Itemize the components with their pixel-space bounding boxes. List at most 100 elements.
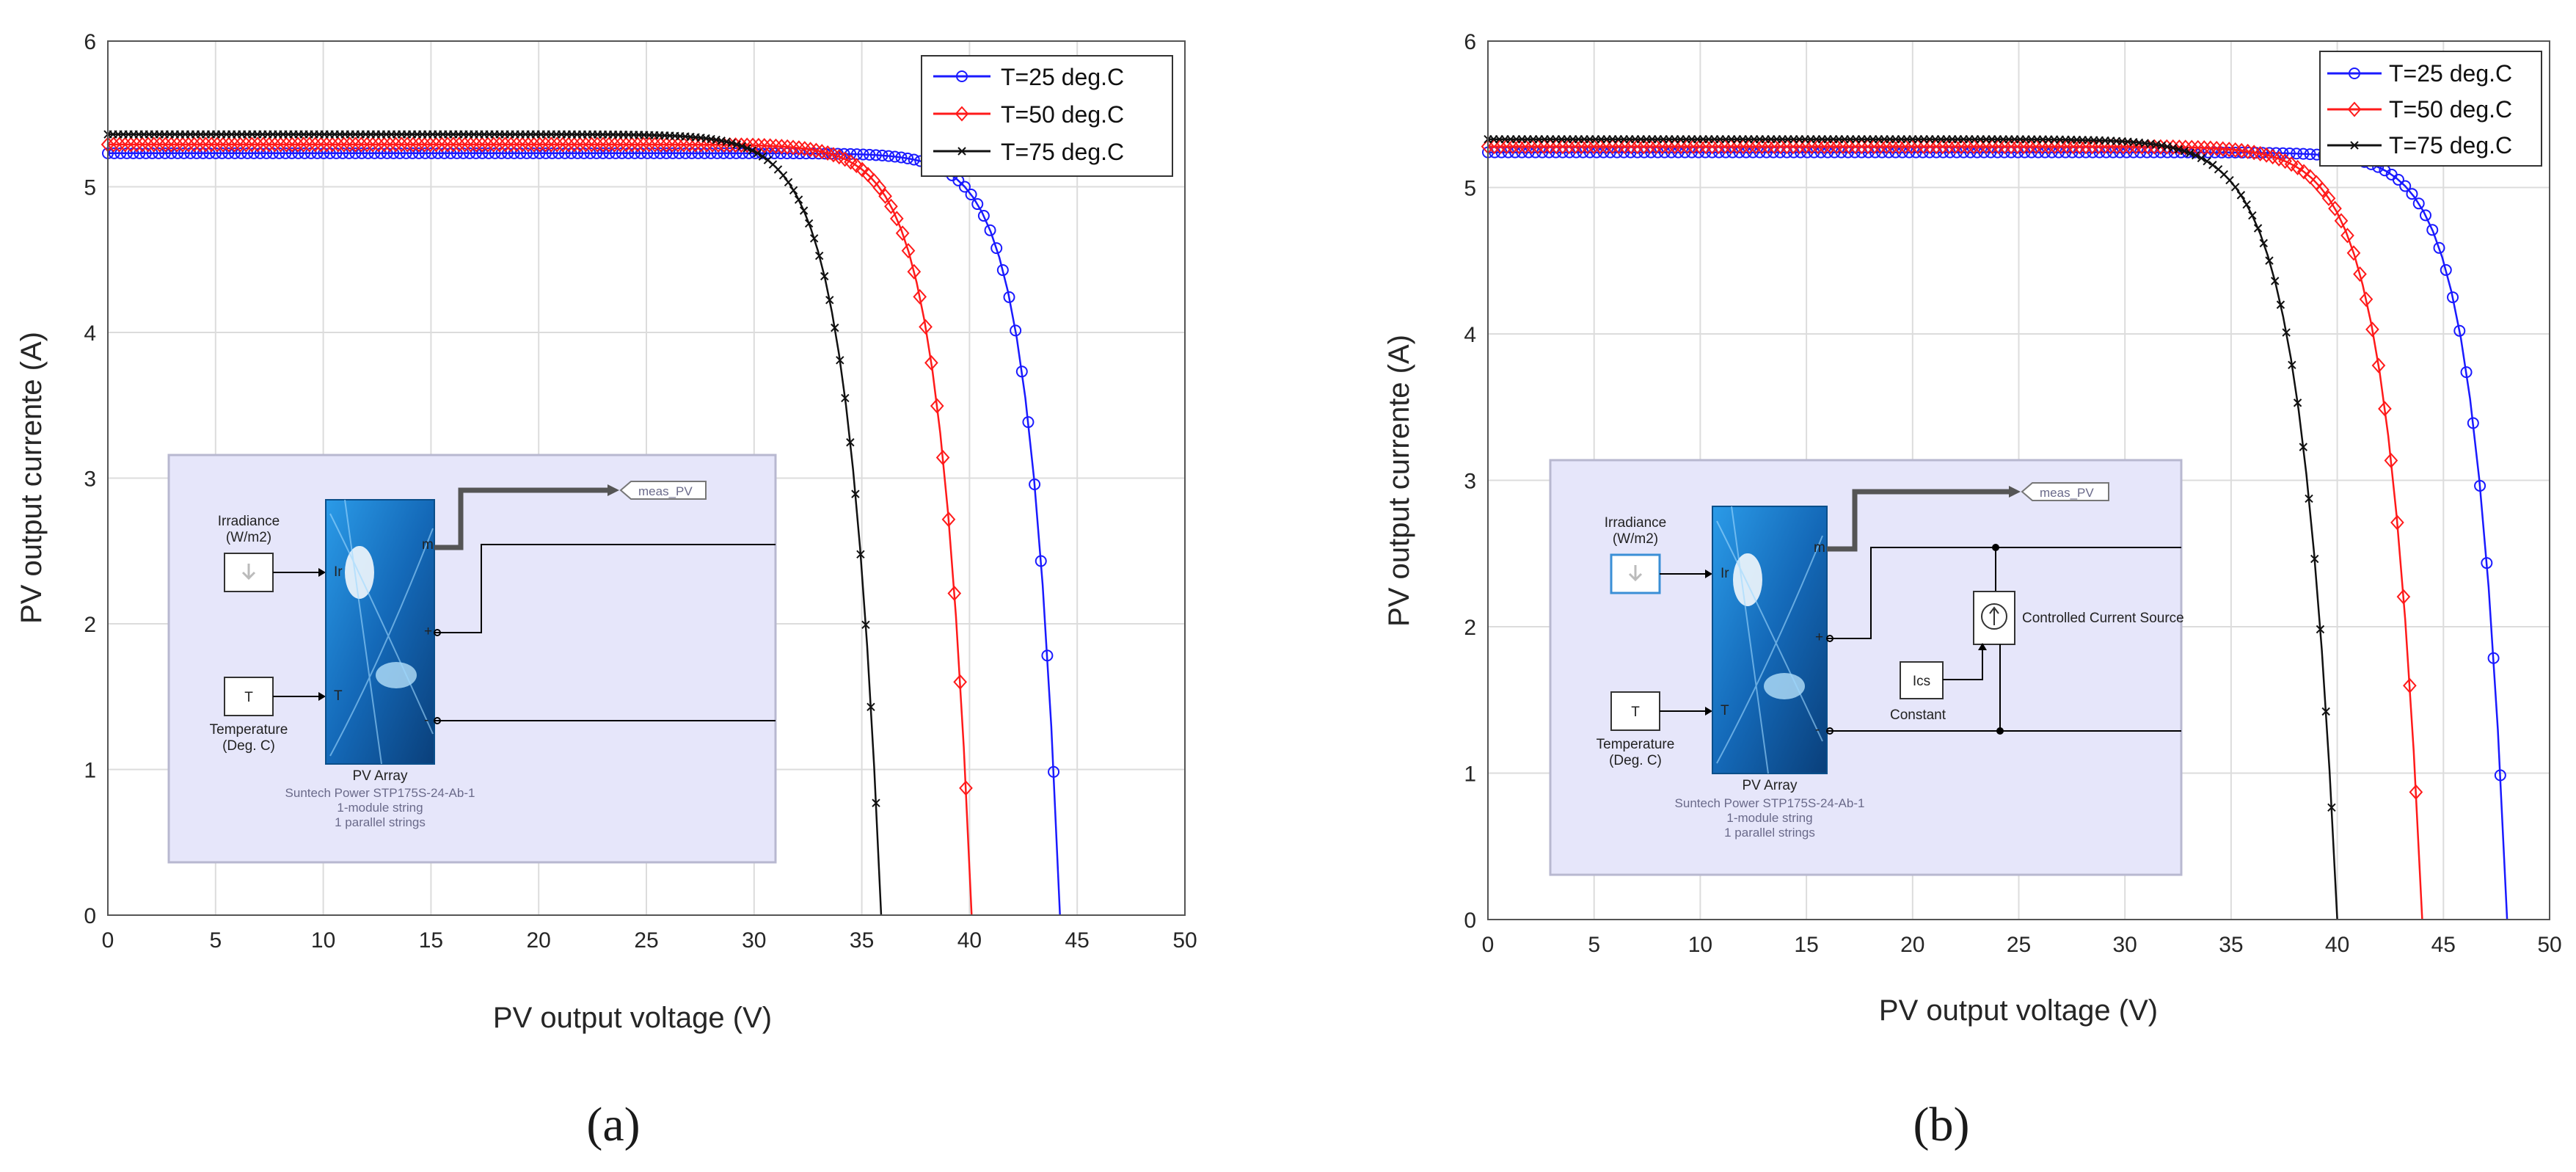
data-point: [181, 137, 196, 153]
port-plus: +: [424, 624, 432, 639]
data-point: [1562, 139, 1576, 155]
data-point: [1661, 139, 1676, 155]
data-point: [337, 147, 349, 159]
data-point: [619, 137, 633, 153]
data-point: [308, 137, 322, 153]
data-point: [2271, 277, 2280, 285]
x-tick-label: 10: [311, 928, 335, 953]
port-minus-dot: [434, 717, 441, 724]
data-point: [2041, 139, 2056, 155]
data-point: [434, 137, 449, 153]
data-point: [365, 137, 380, 153]
data-point: [349, 137, 362, 153]
data-point: [1487, 139, 1501, 155]
data-point: [2406, 188, 2418, 200]
data-point: [239, 137, 253, 153]
data-point: [2060, 139, 2074, 155]
data-point: [2284, 156, 2299, 172]
data-point: [2433, 241, 2445, 254]
data-point: [178, 147, 190, 159]
data-point: [165, 147, 178, 159]
data-point: [2029, 139, 2043, 155]
constant-block: [1900, 661, 1944, 699]
legend-a: T=25 deg.C T=50 deg.C T=75 deg.C: [921, 55, 1173, 177]
y-axis-label-a: PV output currente (A): [15, 332, 48, 624]
data-point: [831, 323, 839, 332]
data-point: [187, 137, 202, 153]
data-point: [584, 137, 599, 153]
data-point: [2481, 557, 2493, 569]
data-point: [210, 147, 222, 159]
data-point: [147, 137, 161, 153]
data-point: [279, 137, 293, 153]
data-point: [2409, 784, 2423, 800]
data-point: [216, 147, 228, 159]
data-point: [1048, 765, 1060, 778]
pv-desc-3: 1 parallel strings: [335, 815, 426, 829]
data-point: [1743, 139, 1756, 155]
data-point: [1630, 139, 1645, 155]
data-point: [1730, 139, 1744, 155]
data-point: [1575, 139, 1588, 155]
data-point: [146, 147, 158, 159]
arrowhead-icon: [2009, 486, 2021, 498]
data-point: [1605, 139, 1620, 155]
data-point: [1848, 139, 1863, 155]
data-point: [112, 137, 127, 153]
data-point: [2299, 443, 2308, 451]
data-point: [792, 140, 806, 156]
x-tick-label: 40: [2325, 933, 2349, 957]
data-point: [2453, 324, 2466, 337]
legend-marker: [956, 70, 968, 82]
y-axis-label-b: PV output currente (A): [1383, 335, 1415, 627]
irradiance-label-2: (W/m2): [1613, 531, 1658, 547]
data-point: [884, 198, 898, 214]
current-source-label: Controlled Current Source: [2022, 611, 2184, 626]
data-point: [302, 137, 317, 153]
data-point: [895, 151, 908, 164]
data-point: [256, 137, 271, 153]
data-point: [546, 147, 558, 159]
data-point: [1555, 139, 1570, 155]
data-point: [1916, 139, 1931, 155]
wire-plus: [434, 544, 776, 633]
data-point: [1954, 139, 1969, 155]
data-point: [869, 149, 882, 161]
data-point: [665, 137, 679, 153]
data-point: [602, 137, 616, 153]
data-point: [1736, 139, 1751, 155]
wire-plus: [1827, 547, 2181, 639]
data-point: [158, 137, 172, 153]
data-point: [2340, 228, 2354, 244]
data-point: [841, 393, 850, 403]
data-point: [1836, 139, 1850, 155]
y-tick-label: 0: [1464, 909, 1476, 933]
data-point: [1805, 139, 1819, 155]
data-point: [1599, 139, 1613, 155]
data-point: [718, 147, 730, 159]
temperature-block-label: T: [1631, 705, 1640, 720]
data-point: [464, 147, 476, 159]
data-point: [727, 139, 736, 148]
pv-glow-mid: [1764, 673, 1805, 699]
data-point: [153, 147, 165, 159]
data-point: [106, 137, 121, 153]
x-tick-label: 10: [1688, 933, 1712, 957]
data-point: [481, 137, 495, 153]
data-point: [285, 137, 299, 153]
data-point: [2010, 139, 2024, 155]
data-point: [630, 137, 645, 153]
simulink-inset-a: Irradiance (W/m2) T Temperature (Deg. C)…: [167, 454, 777, 864]
data-point: [1998, 139, 2012, 155]
data-point: [809, 234, 819, 243]
data-point: [660, 147, 673, 159]
data-point: [1973, 139, 1987, 155]
data-point: [371, 137, 386, 153]
data-point: [2023, 139, 2037, 155]
data-point: [193, 137, 207, 153]
data-point: [129, 137, 144, 153]
data-point: [919, 319, 933, 335]
data-point: [1767, 139, 1781, 155]
inset-background: [167, 454, 777, 864]
data-point: [520, 147, 533, 159]
